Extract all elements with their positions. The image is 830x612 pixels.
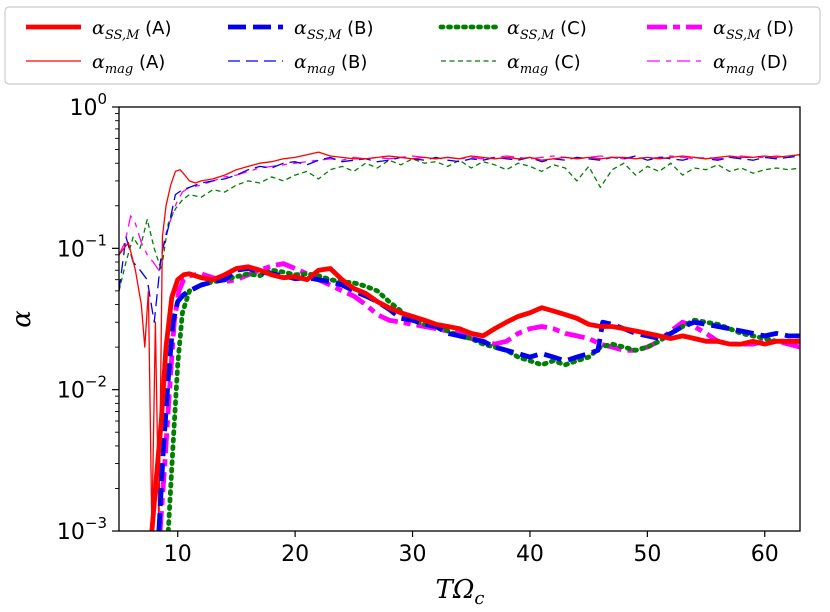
x-tick-label: 50 xyxy=(633,542,661,567)
legend-frame xyxy=(4,6,821,85)
legend-label: αSS,M (A) xyxy=(92,17,172,43)
series-line xyxy=(156,266,800,531)
axes-layer: 10 20 30 40 50 60 10−3 10−2 10−1 100 xyxy=(57,90,779,567)
series-line xyxy=(149,264,800,531)
legend-label: αmag (B) xyxy=(294,51,367,77)
series-layer xyxy=(119,151,800,531)
series-line xyxy=(119,158,800,292)
x-tick-label: 20 xyxy=(281,542,309,567)
y-tick-label: 10−1 xyxy=(57,231,107,262)
legend: αSS,M (A) αSS,M (B) αSS,M (C) αSS,M (D) αmag… xyxy=(4,6,821,85)
legend-label: αmag (A) xyxy=(92,51,165,77)
plot-frame xyxy=(118,106,801,532)
legend-label: αSS,M (D) xyxy=(713,17,794,43)
x-axis-label: TΩc xyxy=(436,575,485,609)
legend-label: αSS,M (C) xyxy=(507,17,587,43)
y-axis-label: α xyxy=(7,310,37,328)
x-tick-label: 30 xyxy=(399,542,427,567)
x-tick-label: 60 xyxy=(751,542,779,567)
y-tick-label: 10−2 xyxy=(57,373,107,404)
legend-label: αSS,M (B) xyxy=(294,17,374,43)
y-tick-label: 100 xyxy=(69,90,107,121)
series-line xyxy=(119,151,800,531)
y-tick-label: 10−3 xyxy=(57,514,107,545)
series-line xyxy=(119,155,800,323)
legend-label: αmag (C) xyxy=(507,51,581,77)
x-tick-label: 40 xyxy=(516,542,544,567)
legend-label: αmag (D) xyxy=(713,51,788,77)
x-tick-label: 10 xyxy=(164,542,192,567)
